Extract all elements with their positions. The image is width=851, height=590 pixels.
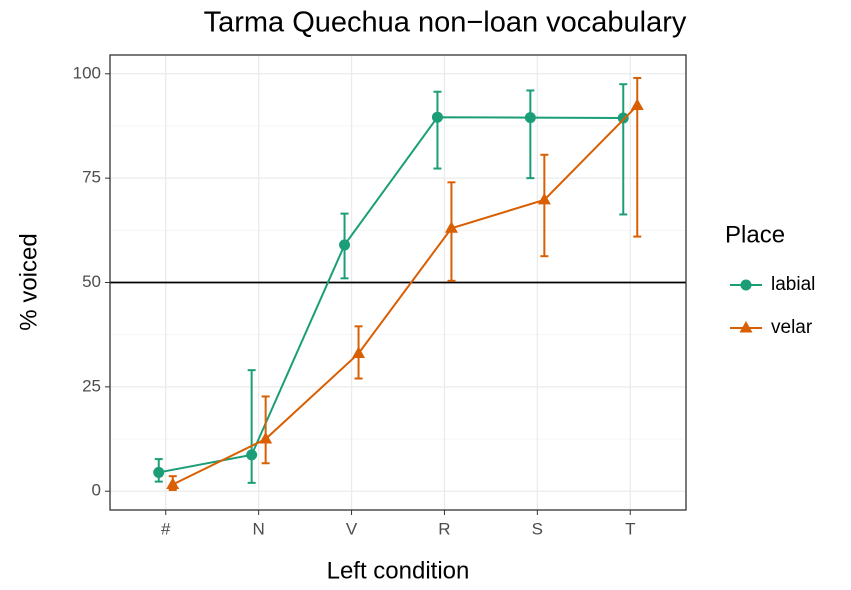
x-tick-label: N [253, 519, 265, 538]
point [153, 466, 165, 478]
x-tick-label: S [532, 519, 543, 538]
point [444, 221, 458, 233]
y-tick-label: 0 [92, 481, 101, 500]
legend-label: labial [771, 274, 815, 295]
point [537, 192, 551, 205]
error-bar [433, 90, 442, 170]
point [166, 477, 180, 490]
legend-marker [740, 279, 752, 291]
error-bar [619, 83, 628, 216]
series-line [172, 104, 638, 486]
point [352, 346, 366, 358]
x-tick-label: # [161, 519, 171, 538]
x-tick-label: R [438, 519, 450, 538]
error-bar [261, 395, 270, 465]
point [246, 449, 258, 461]
point [339, 239, 351, 251]
y-axis-title: % voiced [15, 233, 42, 330]
legend-title: Place [725, 221, 785, 248]
point [259, 432, 273, 444]
point [630, 98, 644, 111]
point [524, 112, 536, 124]
error-bar [247, 369, 256, 484]
point [617, 112, 629, 124]
x-tick-label: T [625, 519, 635, 538]
y-tick-label: 25 [82, 376, 101, 395]
error-bar [526, 89, 535, 180]
point [431, 111, 443, 123]
x-axis-title: Left condition [327, 557, 470, 584]
chart-title: Tarma Quechua non−loan vocabulary [204, 7, 687, 39]
y-tick-label: 75 [82, 168, 101, 187]
x-tick-label: V [346, 519, 358, 538]
y-tick-label: 100 [73, 63, 101, 82]
legend-label: velar [771, 317, 813, 338]
panel-border [109, 54, 687, 511]
legend-marker [739, 321, 753, 333]
series-line [158, 116, 624, 474]
error-bar [540, 153, 549, 258]
y-tick-label: 50 [82, 272, 101, 291]
